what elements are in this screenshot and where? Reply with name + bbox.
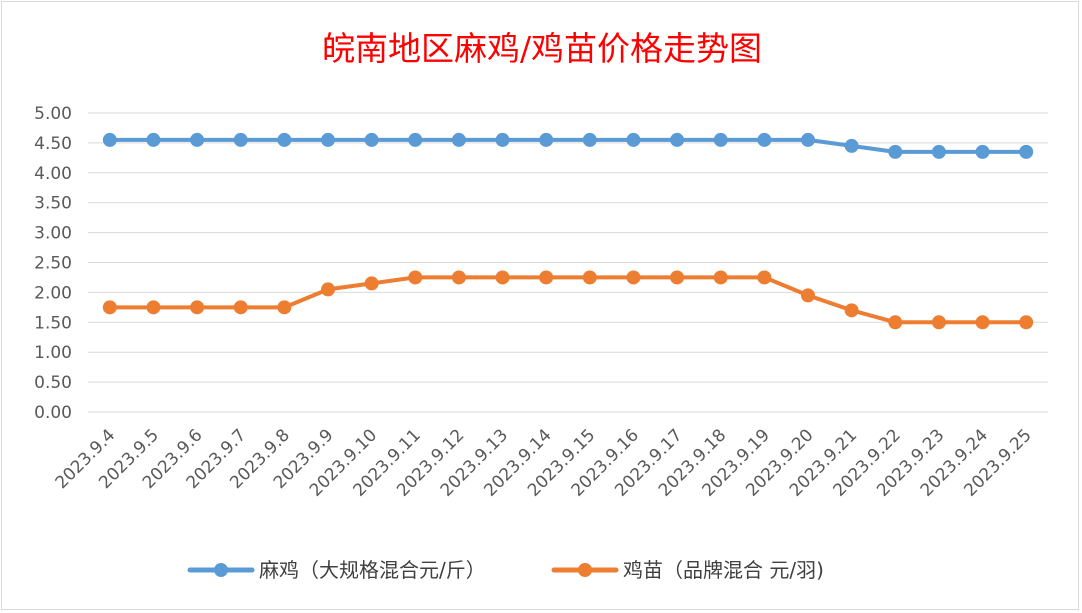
data-point	[539, 270, 554, 285]
y-tick-label: 1.50	[34, 313, 72, 333]
legend-swatch-marker	[214, 563, 228, 577]
data-point	[277, 300, 292, 315]
data-point	[321, 132, 335, 147]
gridlines	[88, 112, 1048, 413]
legend-item-series-2[interactable]: 鸡苗（品牌混合 元/羽)	[551, 558, 824, 582]
data-point	[757, 270, 772, 285]
y-tick-label: 4.00	[34, 164, 72, 184]
data-point	[451, 132, 466, 147]
data-point	[844, 303, 859, 318]
legend-label: 鸡苗（品牌混合 元/羽)	[623, 558, 824, 582]
data-point	[626, 132, 641, 147]
y-tick-label: 5.00	[34, 104, 72, 124]
x-axis: 2023.9.42023.9.52023.9.62023.9.72023.9.8…	[52, 425, 1036, 500]
series-2	[102, 270, 1034, 330]
data-point	[1019, 315, 1034, 330]
data-point	[408, 132, 423, 147]
data-point	[931, 315, 946, 330]
data-point	[277, 132, 292, 147]
chart-title: 皖南地区麻鸡/鸡苗价格走势图	[322, 29, 762, 68]
data-point	[670, 270, 685, 285]
data-point	[233, 132, 248, 147]
y-axis: 0.00 0.50 1.00 1.50 2.00 2.50 3.00 3.50 4.00 4.50…	[34, 104, 72, 423]
data-point	[670, 132, 685, 147]
legend-label: 麻鸡（大规格混合元/斤）	[259, 558, 486, 582]
legend-item-series-1[interactable]: 麻鸡（大规格混合元/斤）	[187, 558, 486, 582]
data-point	[713, 132, 728, 147]
data-point	[1019, 144, 1034, 159]
legend-swatch-marker	[578, 563, 592, 577]
data-point	[626, 270, 641, 285]
data-point	[233, 300, 248, 315]
y-tick-label: 2.00	[34, 283, 72, 303]
data-point	[975, 315, 990, 330]
data-point	[364, 132, 379, 147]
data-point	[888, 315, 903, 330]
data-point	[757, 132, 772, 147]
data-point	[408, 270, 423, 285]
legend: 麻鸡（大规格混合元/斤） 鸡苗（品牌混合 元/羽)	[187, 558, 824, 582]
data-point	[888, 144, 903, 159]
y-tick-label: 0.50	[34, 373, 72, 393]
data-point	[321, 282, 335, 297]
y-tick-label: 1.00	[34, 343, 72, 363]
y-tick-label: 3.00	[34, 224, 72, 244]
data-point	[582, 132, 597, 147]
series-line	[107, 137, 1029, 154]
data-point	[975, 144, 990, 159]
data-point	[495, 270, 510, 285]
data-point	[801, 132, 815, 147]
data-point	[190, 132, 205, 147]
y-tick-label: 3.50	[34, 194, 72, 214]
y-tick-label: 2.50	[34, 254, 72, 274]
data-point	[102, 132, 117, 147]
series-line	[107, 275, 1029, 325]
data-point	[190, 300, 205, 315]
data-point	[146, 300, 161, 315]
data-point	[582, 270, 597, 285]
data-point	[713, 270, 728, 285]
y-tick-label: 4.50	[34, 134, 72, 154]
data-point	[844, 138, 859, 153]
data-point	[364, 276, 379, 291]
data-point	[451, 270, 466, 285]
data-point	[102, 300, 117, 315]
data-point	[495, 132, 510, 147]
y-tick-label: 0.00	[34, 403, 72, 423]
data-point	[539, 132, 554, 147]
series-group	[102, 132, 1034, 330]
data-point	[801, 288, 815, 303]
data-point	[146, 132, 161, 147]
data-point	[931, 144, 946, 159]
series-1	[102, 132, 1034, 159]
